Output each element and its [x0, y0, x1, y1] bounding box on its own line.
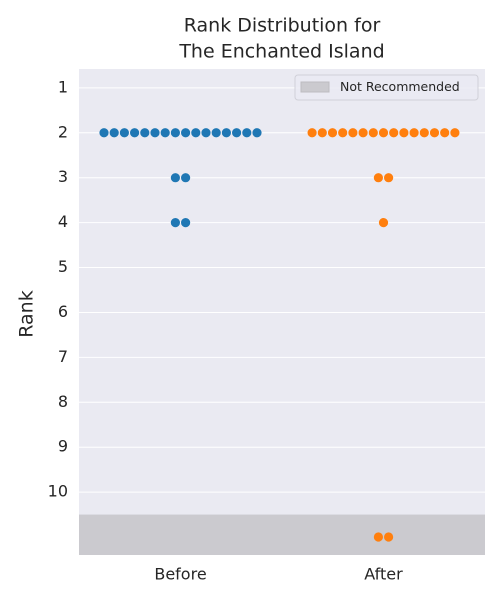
y-tick-label: 5	[58, 257, 68, 276]
swarm-point	[307, 128, 317, 138]
swarm-point	[384, 532, 394, 542]
swarm-point	[373, 532, 383, 542]
shaded-region	[79, 514, 485, 555]
swarm-point	[338, 128, 348, 138]
swarm-point	[140, 128, 150, 138]
y-tick-label: 7	[58, 347, 68, 366]
swarm-point	[119, 128, 129, 138]
x-tick-label: After	[364, 565, 403, 584]
legend-box	[294, 74, 479, 101]
swarm-point	[389, 128, 399, 138]
swarm-point	[399, 128, 409, 138]
swarm-point	[150, 128, 160, 138]
swarm-point	[160, 128, 170, 138]
swarm-point	[358, 128, 368, 138]
y-tick-label: 10	[48, 482, 68, 501]
plot: 1 2 3 4 5 6 7 8 9 10 Before After Not Recommended	[48, 74, 485, 584]
swarm-point	[201, 128, 211, 138]
swarm-point	[130, 128, 140, 138]
swarm-point	[450, 128, 460, 138]
swarm-point	[440, 128, 450, 138]
swarm-point	[211, 128, 221, 138]
swarm-point	[419, 128, 429, 138]
y-tick-label: 8	[58, 392, 68, 411]
swarm-point	[221, 128, 231, 138]
swarm-point	[170, 218, 180, 228]
swarm-point	[109, 128, 119, 138]
swarm-point	[378, 218, 389, 228]
legend-swatch	[300, 81, 330, 93]
swarm-point	[373, 173, 383, 183]
swarm-point	[317, 128, 327, 138]
y-tick-label: 1	[58, 77, 68, 96]
chart-title: The Enchanted Island	[178, 41, 384, 63]
swarm-point	[99, 128, 109, 138]
swarm-point	[181, 173, 191, 183]
x-tick-label: Before	[154, 565, 206, 584]
swarm-point	[327, 128, 338, 138]
y-axis-label: Rank	[16, 290, 38, 337]
swarm-point	[384, 173, 394, 183]
chart-title: Rank Distribution for	[184, 15, 381, 37]
y-tick-label: 6	[58, 302, 68, 321]
swarm-point	[170, 173, 180, 183]
swarm-point	[181, 128, 191, 138]
y-tick-label: 2	[58, 122, 68, 141]
swarm-point	[429, 128, 440, 138]
swarm-point	[409, 128, 419, 138]
swarm-point	[348, 128, 358, 138]
y-tick-label: 9	[58, 437, 68, 456]
swarm-point	[191, 128, 201, 138]
swarm-point	[252, 128, 262, 138]
swarm-point	[232, 128, 242, 138]
y-tick-label: 4	[58, 212, 68, 231]
swarm-point	[170, 128, 180, 138]
swarm-point	[368, 128, 378, 138]
y-tick-label: 3	[58, 167, 68, 186]
swarm-point	[181, 218, 191, 228]
legend-label: Not Recommended	[340, 79, 460, 94]
swarm-point	[242, 128, 252, 138]
swarm-point	[378, 128, 389, 138]
